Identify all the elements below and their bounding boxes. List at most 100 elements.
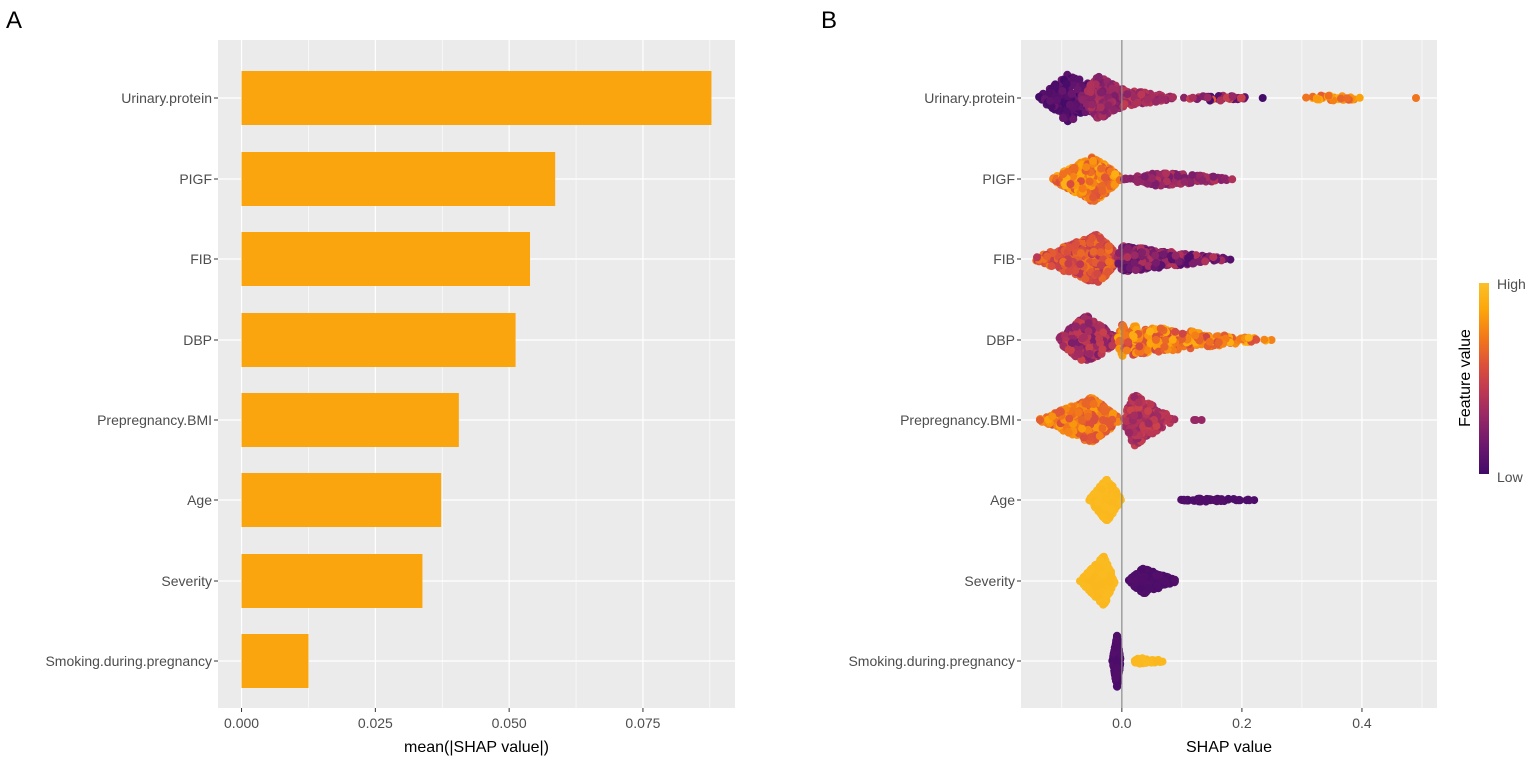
shap-point bbox=[1100, 173, 1109, 182]
panel-a-label: A bbox=[6, 7, 22, 34]
shap-point bbox=[1089, 156, 1097, 165]
shap-point bbox=[1094, 563, 1103, 572]
y-tick-label: Prepregnancy.BMI bbox=[900, 412, 1015, 428]
shap-point bbox=[1140, 172, 1149, 181]
shap-point bbox=[1064, 428, 1073, 437]
bar-urinary-protein bbox=[241, 71, 712, 125]
shap-point bbox=[1244, 333, 1253, 342]
shap-point bbox=[1209, 172, 1218, 181]
shap-point bbox=[1180, 496, 1189, 505]
shap-point bbox=[1102, 590, 1111, 599]
shap-point bbox=[1101, 493, 1109, 502]
shap-point bbox=[1242, 496, 1251, 505]
shap-point bbox=[1133, 176, 1141, 185]
shap-point bbox=[1069, 172, 1077, 181]
shap-point bbox=[1094, 72, 1103, 81]
y-tick-label: Severity bbox=[161, 573, 212, 589]
shap-point bbox=[1134, 398, 1143, 407]
shap-point bbox=[1108, 498, 1117, 507]
y-tick-label: Severity bbox=[964, 573, 1015, 589]
shap-point bbox=[1096, 248, 1105, 257]
shap-point bbox=[1178, 329, 1187, 338]
y-tick-label: Smoking.during.pregnancy bbox=[848, 653, 1015, 669]
shap-point bbox=[1162, 169, 1170, 178]
shap-point bbox=[1123, 253, 1132, 262]
shap-point bbox=[1112, 490, 1121, 499]
shap-point bbox=[1084, 319, 1093, 328]
shap-point bbox=[1036, 416, 1044, 425]
shap-point bbox=[1106, 578, 1114, 587]
shap-point bbox=[1087, 564, 1096, 573]
shap-point bbox=[1065, 243, 1074, 252]
beeswarm-panel: Urinary.proteinPIGFFIBDBPPrepregnancy.BM… bbox=[848, 40, 1437, 756]
shap-point bbox=[1088, 234, 1096, 242]
shap-point bbox=[1066, 180, 1075, 189]
shap-point bbox=[1095, 432, 1104, 441]
shap-point bbox=[1123, 244, 1132, 253]
shap-point bbox=[1168, 335, 1177, 344]
shap-point bbox=[1065, 414, 1074, 423]
shap-point bbox=[1130, 411, 1139, 420]
x-axis-title: mean(|SHAP value|) bbox=[404, 739, 549, 756]
shap-point bbox=[1110, 106, 1119, 115]
shap-point bbox=[1067, 89, 1076, 98]
shap-point bbox=[1096, 234, 1105, 243]
shap-point bbox=[1159, 250, 1168, 259]
shap-point bbox=[1065, 267, 1074, 276]
shap-point bbox=[1184, 254, 1193, 263]
shap-point bbox=[1108, 341, 1117, 350]
shap-point bbox=[1099, 255, 1107, 264]
shap-point bbox=[1152, 657, 1161, 666]
shap-point bbox=[1075, 75, 1084, 84]
shap-point bbox=[1093, 592, 1102, 601]
legend-low-label: Low bbox=[1497, 469, 1524, 485]
shap-point bbox=[1093, 269, 1102, 278]
shap-point bbox=[1336, 94, 1345, 103]
shap-point bbox=[1205, 337, 1214, 346]
shap-point bbox=[1114, 417, 1123, 426]
shap-point bbox=[1064, 345, 1073, 354]
shap-point bbox=[1228, 92, 1237, 101]
shap-point bbox=[1071, 266, 1080, 275]
shap-point bbox=[1096, 556, 1105, 564]
shap-point bbox=[1073, 85, 1082, 94]
bar-dbp bbox=[241, 313, 516, 367]
shap-point bbox=[1098, 186, 1107, 195]
shap-point bbox=[1124, 338, 1133, 347]
shap-point bbox=[1069, 115, 1078, 124]
shap-point bbox=[1113, 658, 1122, 666]
shap-point bbox=[1067, 339, 1076, 348]
x-tick-label: 0.0 bbox=[1112, 715, 1132, 731]
shap-point bbox=[1084, 327, 1093, 336]
shap-point bbox=[1143, 583, 1152, 592]
shap-point bbox=[1105, 258, 1113, 266]
shap-point bbox=[1260, 335, 1269, 344]
bar-fib bbox=[241, 232, 531, 286]
y-tick-label: Smoking.during.pregnancy bbox=[45, 653, 212, 669]
shap-point bbox=[1104, 101, 1113, 110]
shap-point bbox=[1131, 266, 1140, 275]
shap-point bbox=[1089, 193, 1098, 202]
shap-point bbox=[1324, 91, 1333, 100]
shap-point bbox=[1078, 184, 1087, 193]
shap-point bbox=[1133, 98, 1142, 107]
shap-point bbox=[1120, 100, 1129, 109]
shap-point bbox=[1197, 416, 1206, 424]
shap-point bbox=[1130, 258, 1139, 267]
shap-point bbox=[1143, 346, 1152, 355]
shap-point bbox=[1192, 251, 1200, 260]
y-tick-label: FIB bbox=[993, 251, 1015, 267]
shap-point bbox=[1098, 424, 1107, 433]
shap-point bbox=[1060, 179, 1069, 188]
shap-point bbox=[1100, 407, 1109, 416]
shap-point bbox=[1076, 260, 1085, 269]
shap-point bbox=[1173, 171, 1182, 180]
shap-point bbox=[1343, 94, 1351, 103]
shap-point bbox=[1203, 93, 1212, 102]
shap-point bbox=[1267, 336, 1276, 344]
shap-point bbox=[1201, 257, 1210, 266]
x-axis-title: SHAP value bbox=[1186, 739, 1272, 756]
shap-point bbox=[1236, 94, 1245, 103]
shap-point bbox=[1119, 321, 1128, 330]
shap-point bbox=[1105, 420, 1114, 429]
